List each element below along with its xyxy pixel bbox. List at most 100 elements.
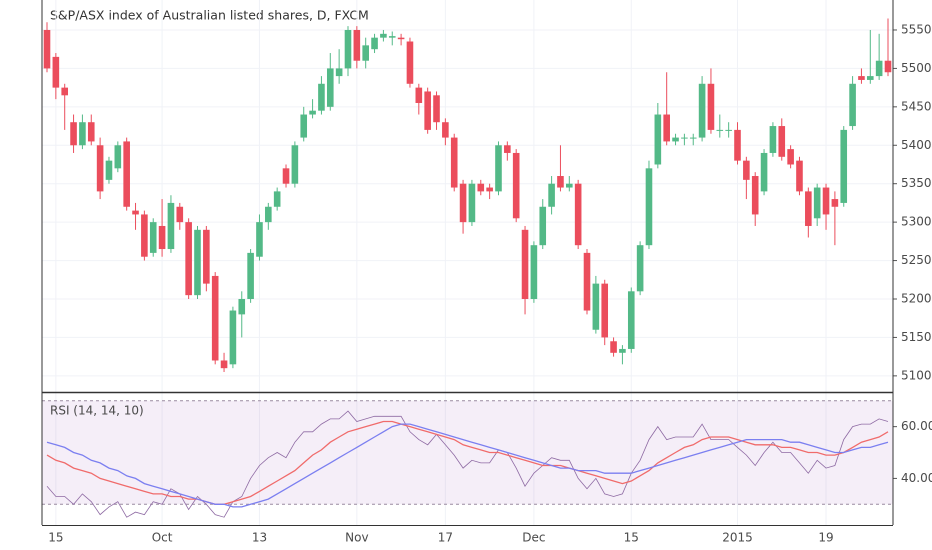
panel-title: RSI (14, 14, 10) <box>50 404 144 418</box>
candle-body <box>344 29 352 69</box>
candle-body <box>326 68 334 107</box>
candle-body <box>548 183 555 207</box>
candle-body <box>114 145 122 169</box>
candle-body <box>645 168 653 246</box>
candle-body <box>176 206 184 223</box>
x-tick-label: Dec <box>522 531 545 545</box>
candle-body <box>849 83 856 127</box>
candle-body <box>459 183 467 223</box>
candle-body <box>362 45 369 61</box>
candle-body <box>388 36 396 38</box>
candle-body <box>229 310 237 365</box>
candle-body <box>211 275 219 361</box>
candle-body <box>681 137 688 139</box>
candle-body <box>796 160 803 192</box>
candle-body <box>123 141 130 207</box>
candle-body <box>194 229 201 296</box>
y-tick-label: 5450 <box>901 99 932 113</box>
candle-body <box>132 210 139 215</box>
candle-body <box>858 76 865 80</box>
candle-body <box>335 68 343 77</box>
y-tick-label: 60.0000 <box>901 419 932 433</box>
x-tick-label: Oct <box>152 531 173 545</box>
candle-body <box>725 129 732 131</box>
candle-body <box>167 202 175 250</box>
candle-body <box>512 152 520 219</box>
candle-body <box>380 33 387 38</box>
rsi-band <box>42 400 893 505</box>
candle-body <box>203 229 210 284</box>
y-tick-label: 5350 <box>901 176 932 190</box>
candle-body <box>778 126 786 157</box>
y-tick-label: 5100 <box>901 368 932 382</box>
candle-body <box>300 114 308 138</box>
candle-body <box>158 225 166 250</box>
candle-body <box>636 245 644 292</box>
candle-body <box>185 222 192 296</box>
candle-body <box>840 129 848 203</box>
y-tick-label: 5300 <box>901 215 932 229</box>
y-tick-label: 5200 <box>901 291 932 305</box>
candle-body <box>760 152 768 192</box>
candle-body <box>70 122 77 146</box>
candle-body <box>743 160 750 180</box>
candle-body <box>468 183 476 223</box>
candle-body <box>707 83 715 130</box>
candle-body <box>592 283 600 330</box>
candle-body <box>734 129 741 161</box>
candle-body <box>442 122 449 138</box>
candle-body <box>583 252 591 311</box>
candle-body <box>610 341 617 353</box>
candle-body <box>265 206 272 223</box>
chart-title: S&P/ASX index of Australian listed share… <box>50 8 369 23</box>
candle-body <box>238 298 246 315</box>
y-tick-label: 5250 <box>901 253 932 267</box>
x-tick-label: 13 <box>252 531 267 545</box>
candle-body <box>751 176 759 215</box>
candle-body <box>149 222 157 253</box>
candle-body <box>654 114 662 165</box>
x-tick-label: Nov <box>345 531 368 545</box>
x-tick-label: 17 <box>438 531 453 545</box>
candle-body <box>79 122 86 146</box>
x-tick-label: 15 <box>624 531 639 545</box>
candle-body <box>672 137 679 142</box>
candle-body <box>61 87 69 96</box>
rsi-line <box>46 410 889 518</box>
candle-body <box>601 283 609 338</box>
candle-body <box>787 149 794 165</box>
candle-body <box>433 95 440 123</box>
candle-body <box>619 348 626 353</box>
y-tick-label: 5500 <box>901 61 932 75</box>
candle-body <box>530 245 538 299</box>
candle-body <box>141 214 148 257</box>
x-tick-label: 2015 <box>722 531 753 545</box>
candle-body <box>397 37 405 40</box>
candle-body <box>256 222 263 257</box>
candle-body <box>698 83 706 138</box>
candle-body <box>813 187 821 219</box>
candle-body <box>450 137 458 188</box>
candle-body <box>406 41 414 84</box>
candle-body <box>875 60 883 77</box>
y-tick-label: 5400 <box>901 138 932 152</box>
candle-body <box>247 252 254 299</box>
candle-body <box>105 160 113 180</box>
candle-body <box>318 83 325 111</box>
candle-body <box>96 145 104 192</box>
candle-body <box>371 37 378 50</box>
candle-body <box>716 129 724 131</box>
candle-body <box>486 187 493 192</box>
candle-body <box>309 110 316 115</box>
x-tick-label: 15 <box>48 531 63 545</box>
y-tick-label: 5150 <box>901 330 932 344</box>
candle-body <box>52 56 60 88</box>
candle-body <box>353 29 361 61</box>
candle-body <box>273 191 281 207</box>
y-tick-label: 40.0000 <box>901 471 932 485</box>
candle-body <box>220 360 228 369</box>
candle-body <box>415 87 423 103</box>
candle-body <box>87 122 95 142</box>
candle-body <box>566 183 573 188</box>
